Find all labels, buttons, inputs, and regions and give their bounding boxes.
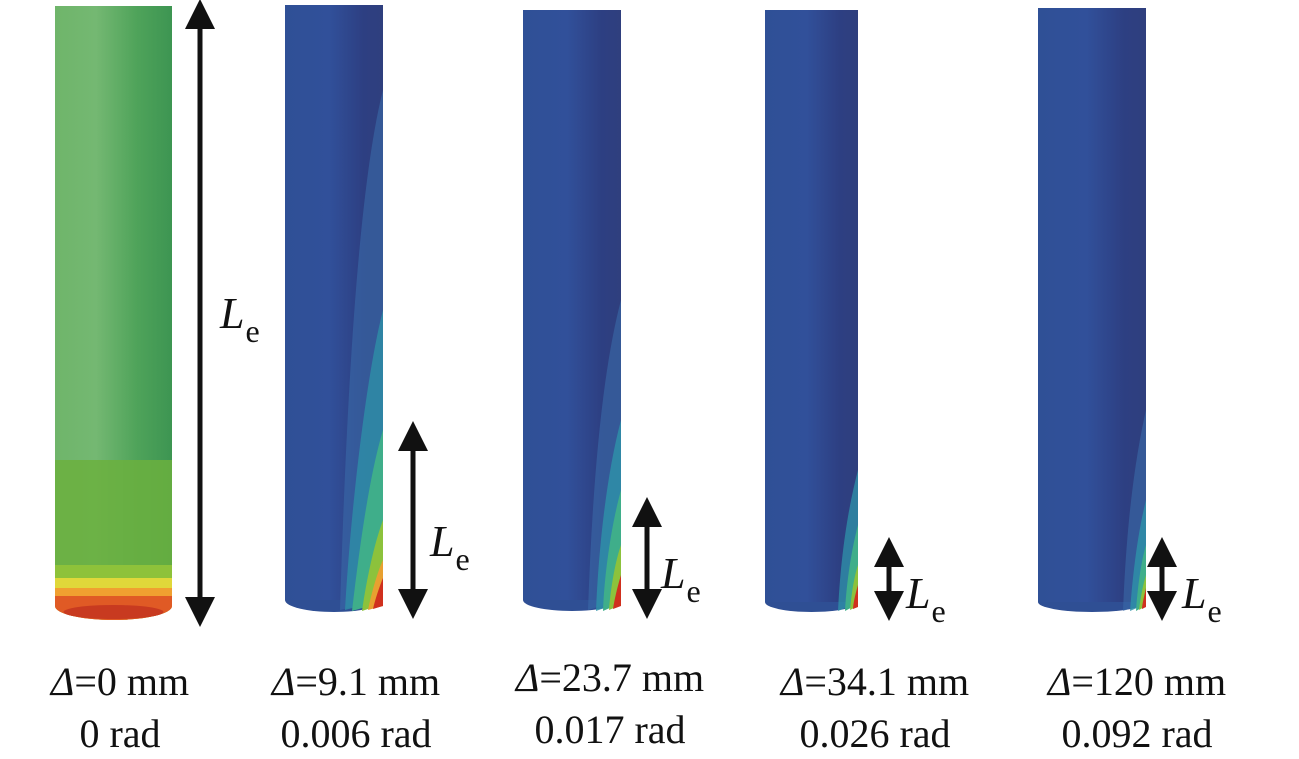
displacement: =34.1 mm	[804, 659, 970, 704]
delta-symbol: Δ	[271, 659, 296, 704]
le-subscript: e	[686, 573, 701, 609]
caption-2: Δ=9.1 mm 0.006 rad	[226, 656, 486, 759]
le-subscript: e	[245, 313, 260, 349]
rotation: 0 rad	[79, 711, 161, 756]
delta-symbol: Δ	[515, 655, 540, 700]
cylinder-5	[1038, 8, 1146, 612]
le-label-1: Le	[220, 289, 260, 348]
le-symbol: L	[661, 549, 686, 598]
le-label-3: Le	[661, 549, 701, 608]
displacement: =120 mm	[1071, 659, 1227, 704]
delta-symbol: Δ	[50, 659, 75, 704]
cylinder-4	[765, 10, 858, 612]
le-label-5: Le	[1182, 569, 1222, 628]
rotation: 0.006 rad	[280, 711, 432, 756]
le-symbol: L	[906, 569, 931, 618]
le-symbol: L	[220, 289, 245, 338]
rotation: 0.092 rad	[1061, 711, 1213, 756]
displacement: =9.1 mm	[295, 659, 441, 704]
cylinder-2	[285, 5, 383, 612]
le-subscript: e	[455, 541, 470, 577]
caption-4: Δ=34.1 mm 0.026 rad	[745, 656, 1005, 759]
le-symbol: L	[1182, 569, 1207, 618]
rotation: 0.026 rad	[799, 711, 951, 756]
delta-symbol: Δ	[780, 659, 805, 704]
rotation: 0.017 rad	[534, 707, 686, 752]
displacement: =0 mm	[74, 659, 190, 704]
le-subscript: e	[931, 593, 946, 629]
le-label-4: Le	[906, 569, 946, 628]
caption-5: Δ=120 mm 0.092 rad	[1007, 656, 1267, 759]
caption-1: Δ=0 mm 0 rad	[0, 656, 250, 759]
displacement: =23.7 mm	[539, 655, 705, 700]
caption-3: Δ=23.7 mm 0.017 rad	[480, 652, 740, 756]
le-label-2: Le	[430, 517, 470, 576]
cylinder-1	[55, 6, 172, 621]
le-symbol: L	[430, 517, 455, 566]
delta-symbol: Δ	[1047, 659, 1072, 704]
le-subscript: e	[1207, 593, 1222, 629]
cylinder-3	[523, 10, 621, 611]
